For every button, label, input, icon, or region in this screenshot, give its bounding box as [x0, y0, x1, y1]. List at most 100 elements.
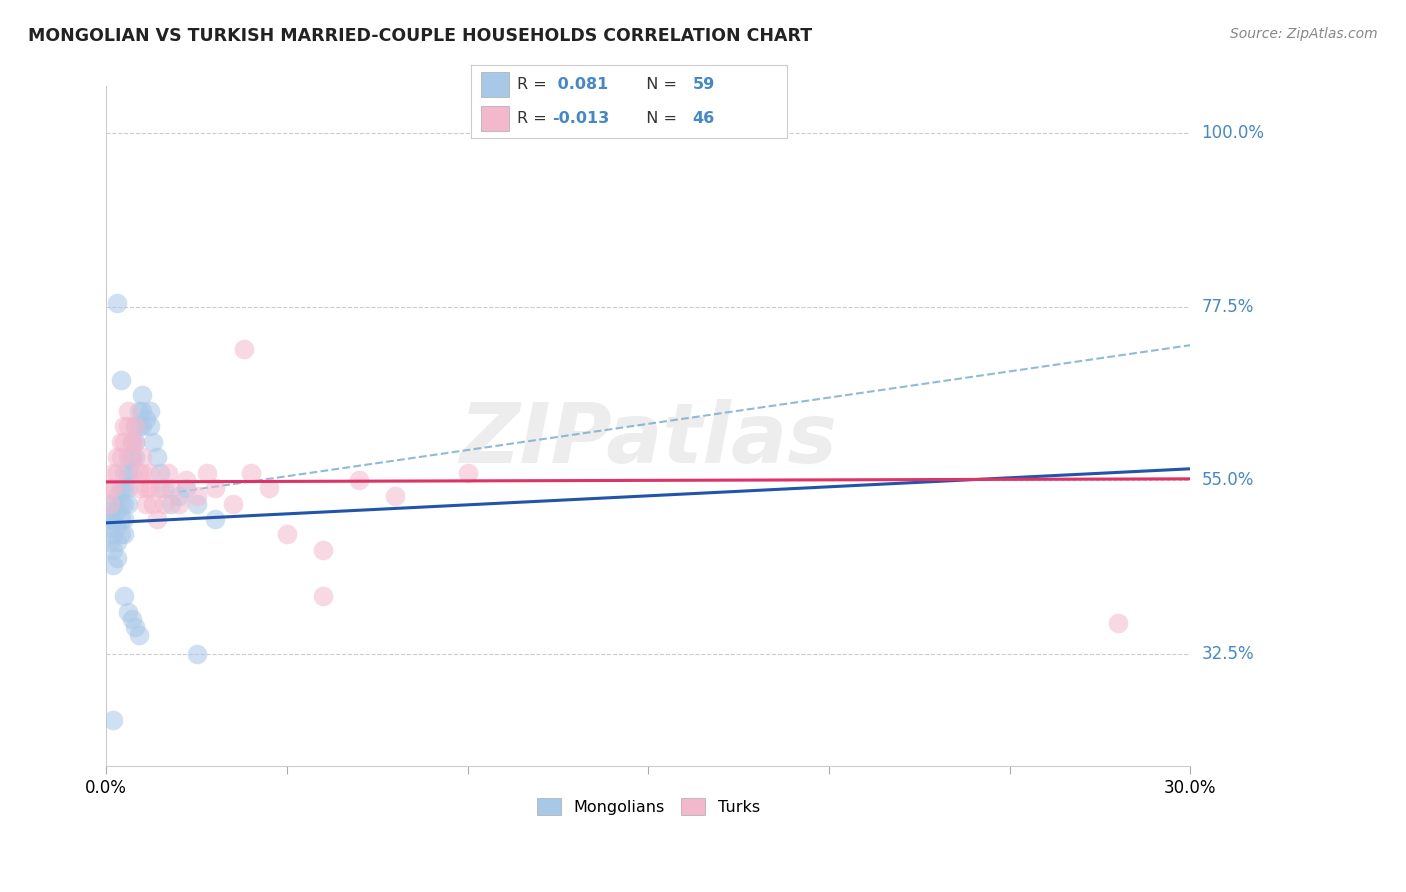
Point	[105, 504, 128, 518]
Point	[103, 542, 125, 557]
Text: -0.013: -0.013	[551, 111, 609, 126]
Point	[98, 497, 121, 511]
Point	[174, 474, 197, 488]
Point	[117, 450, 139, 465]
Point	[135, 497, 157, 511]
Point	[149, 481, 172, 495]
Point	[142, 497, 165, 511]
Point	[186, 489, 208, 503]
Point	[186, 647, 208, 661]
Point	[121, 434, 143, 449]
Point	[197, 466, 219, 480]
Point	[98, 535, 121, 549]
Point	[105, 519, 128, 533]
Point	[128, 628, 150, 642]
Point	[384, 489, 406, 503]
Point	[222, 497, 245, 511]
Point	[98, 504, 121, 518]
Text: N =: N =	[636, 78, 682, 93]
Point	[153, 481, 176, 495]
Text: 100.0%: 100.0%	[1202, 124, 1264, 142]
Point	[138, 419, 160, 434]
Point	[124, 434, 146, 449]
Point	[117, 605, 139, 619]
Point	[105, 489, 128, 503]
Point	[98, 481, 121, 495]
Point	[103, 558, 125, 573]
Point	[112, 466, 135, 480]
Point	[110, 512, 132, 526]
Point	[103, 466, 125, 480]
Point	[131, 388, 153, 402]
Point	[105, 295, 128, 310]
Point	[103, 527, 125, 541]
Point	[124, 419, 146, 434]
Point	[1107, 616, 1129, 631]
Point	[117, 497, 139, 511]
Point	[121, 450, 143, 465]
Point	[131, 466, 153, 480]
Point	[149, 466, 172, 480]
Point	[110, 497, 132, 511]
Point	[112, 527, 135, 541]
Point	[121, 466, 143, 480]
Point	[103, 512, 125, 526]
Point	[103, 713, 125, 727]
Point	[239, 466, 262, 480]
Point	[110, 373, 132, 387]
Point	[146, 450, 169, 465]
Point	[128, 466, 150, 480]
Point	[110, 527, 132, 541]
Point	[103, 497, 125, 511]
Point	[124, 434, 146, 449]
Legend: Mongolians, Turks: Mongolians, Turks	[529, 790, 768, 822]
Point	[257, 481, 280, 495]
Point	[117, 404, 139, 418]
Point	[117, 466, 139, 480]
Point	[112, 434, 135, 449]
Point	[105, 550, 128, 565]
Point	[174, 481, 197, 495]
Point	[457, 466, 479, 480]
Text: R =: R =	[517, 111, 551, 126]
Point	[153, 497, 176, 511]
Point	[186, 497, 208, 511]
Text: 77.5%: 77.5%	[1202, 298, 1254, 316]
Point	[146, 512, 169, 526]
Point	[112, 512, 135, 526]
Point	[98, 512, 121, 526]
Point	[160, 481, 183, 495]
Text: 59: 59	[693, 78, 714, 93]
Point	[110, 450, 132, 465]
Point	[117, 481, 139, 495]
Point	[121, 450, 143, 465]
Point	[156, 466, 179, 480]
Point	[160, 497, 183, 511]
Point	[110, 434, 132, 449]
Point	[135, 411, 157, 425]
Point	[112, 481, 135, 495]
Point	[138, 466, 160, 480]
Text: 32.5%: 32.5%	[1202, 645, 1254, 663]
Point	[312, 542, 335, 557]
Text: 55.0%: 55.0%	[1202, 471, 1254, 490]
Text: ZIPatlas: ZIPatlas	[460, 400, 837, 481]
Point	[131, 419, 153, 434]
Point	[312, 589, 335, 603]
Point	[128, 481, 150, 495]
Point	[124, 419, 146, 434]
Point	[117, 419, 139, 434]
Point	[112, 497, 135, 511]
Text: Source: ZipAtlas.com: Source: ZipAtlas.com	[1230, 27, 1378, 41]
Point	[128, 404, 150, 418]
Point	[232, 342, 254, 356]
Bar	[481, 72, 509, 97]
Point	[135, 481, 157, 495]
Text: N =: N =	[636, 111, 682, 126]
Point	[112, 419, 135, 434]
Point	[112, 589, 135, 603]
Point	[124, 620, 146, 634]
Point	[204, 512, 226, 526]
Point	[105, 535, 128, 549]
Point	[131, 450, 153, 465]
